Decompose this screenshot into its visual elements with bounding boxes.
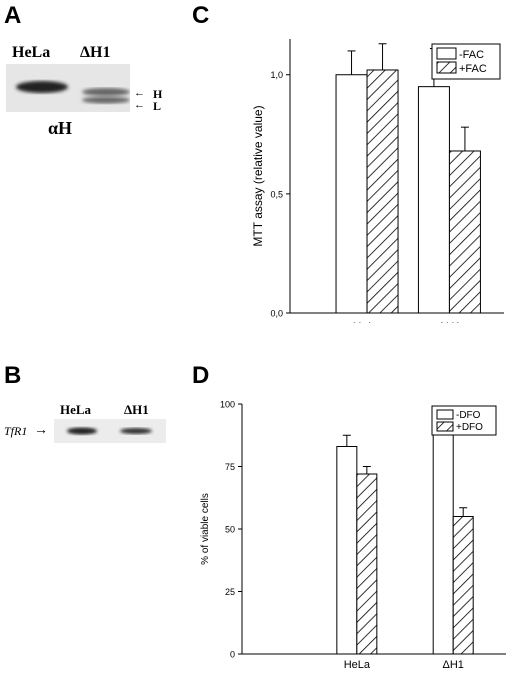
bar-minus-0 — [335, 74, 368, 314]
bar-minus-0 — [336, 446, 358, 655]
y-tick-label: 75 — [225, 462, 235, 472]
bar-plus-0 — [356, 473, 378, 655]
y-axis-label: % of viable cells — [200, 493, 211, 565]
x-category-label: HeLa — [344, 659, 371, 668]
bar-plus-1 — [448, 150, 481, 314]
antibody-label: αH — [48, 118, 73, 138]
blot-a-lane-dh1-label: ΔH1 — [80, 44, 111, 61]
bar-plus-1 — [452, 516, 474, 655]
bar-plus-0 — [366, 69, 399, 314]
y-axis-label: MTT assay (relative value) — [251, 105, 265, 246]
y-tick-label: 0,5 — [270, 189, 283, 199]
blot-b-lane-dh1-label: ΔH1 — [124, 402, 149, 417]
y-tick-label: 1,0 — [270, 70, 283, 80]
band-h-arrow-icon: ← — [134, 87, 145, 99]
blot-b-image — [54, 419, 166, 443]
legend-swatch — [436, 421, 454, 432]
chart-c-mtt: 0,0 0,5 1,0 MTT assay (relative value) HeLa Δ… — [251, 39, 504, 323]
y-tick-label: 0,0 — [270, 309, 283, 319]
legend-swatch — [436, 409, 454, 420]
band-l-arrow-icon: ← — [134, 99, 145, 111]
panel-c-letter: C — [192, 2, 210, 29]
tfr1-label: TfR1 — [4, 424, 28, 438]
x-category-label: ΔH1 — [442, 659, 463, 668]
panel-a-letter: A — [4, 2, 22, 29]
legend-swatch — [436, 47, 457, 60]
panel-d-letter: D — [192, 362, 210, 389]
blot-a-lane-hela-label: HeLa — [12, 44, 51, 61]
blot-b-lane-hela-label: HeLa — [60, 402, 92, 417]
y-tick-label: 25 — [225, 587, 235, 597]
y-tick-label: 50 — [225, 525, 235, 535]
band-l-label: L — [153, 99, 162, 113]
x-category-label: HeLa — [353, 320, 382, 323]
legend-swatch — [436, 61, 457, 74]
chart-d-viable-cells: 0 25 50 75 100 % of viable cells HeLa ΔH1 -DFO+D… — [200, 400, 506, 668]
tfr1-arrow-icon: → — [34, 421, 48, 437]
x-category-label: ΔH1 — [438, 320, 462, 323]
y-tick-label: 100 — [220, 400, 235, 410]
legend-label: +FAC — [459, 63, 487, 75]
legend-label: -DFO — [456, 410, 481, 421]
bar-minus-1 — [417, 86, 450, 314]
y-tick-label: 0 — [230, 650, 235, 660]
bar-minus-1 — [432, 428, 454, 655]
legend-label: +DFO — [456, 422, 483, 433]
legend-label: -FAC — [459, 49, 484, 61]
band-h-label: H — [153, 87, 163, 101]
blot-a-image — [6, 64, 130, 112]
panel-b-letter: B — [4, 362, 22, 389]
